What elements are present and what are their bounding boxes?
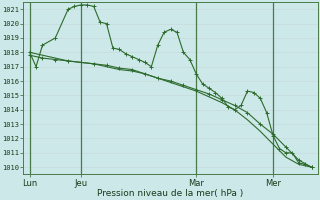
X-axis label: Pression niveau de la mer( hPa ): Pression niveau de la mer( hPa ) [98,189,244,198]
